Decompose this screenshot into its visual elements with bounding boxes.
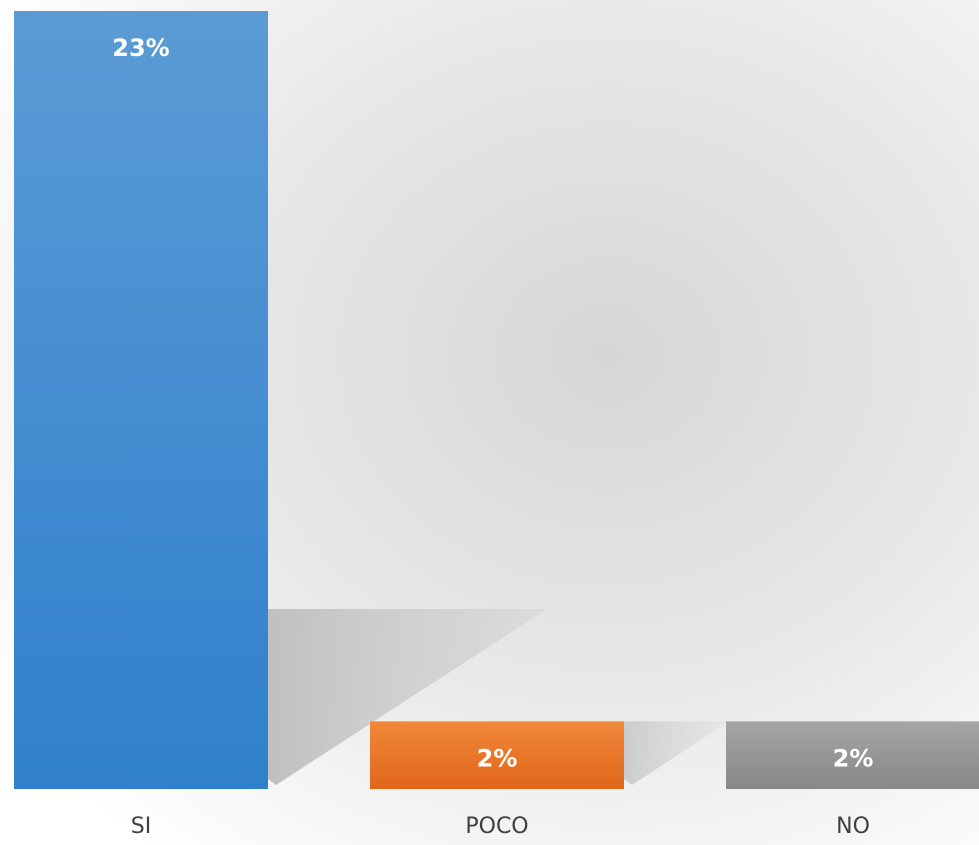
category-label-no: NO: [836, 814, 870, 839]
category-labels: SI POCO NO: [131, 814, 870, 839]
bar-poco: [370, 721, 624, 789]
value-labels: 23% 2% 2%: [112, 34, 873, 772]
bar-no: [726, 721, 979, 789]
category-label-poco: POCO: [465, 814, 528, 839]
bar-shadow-poco: [624, 721, 729, 785]
bar-shadow-si: [268, 609, 547, 785]
category-label-si: SI: [131, 814, 151, 839]
bar-si: [14, 11, 268, 789]
bar-shadows: [268, 609, 729, 785]
data-label-si: 23%: [112, 34, 169, 62]
data-label-poco: 2%: [477, 744, 518, 772]
data-label-no: 2%: [833, 744, 874, 772]
bars: [14, 11, 979, 789]
